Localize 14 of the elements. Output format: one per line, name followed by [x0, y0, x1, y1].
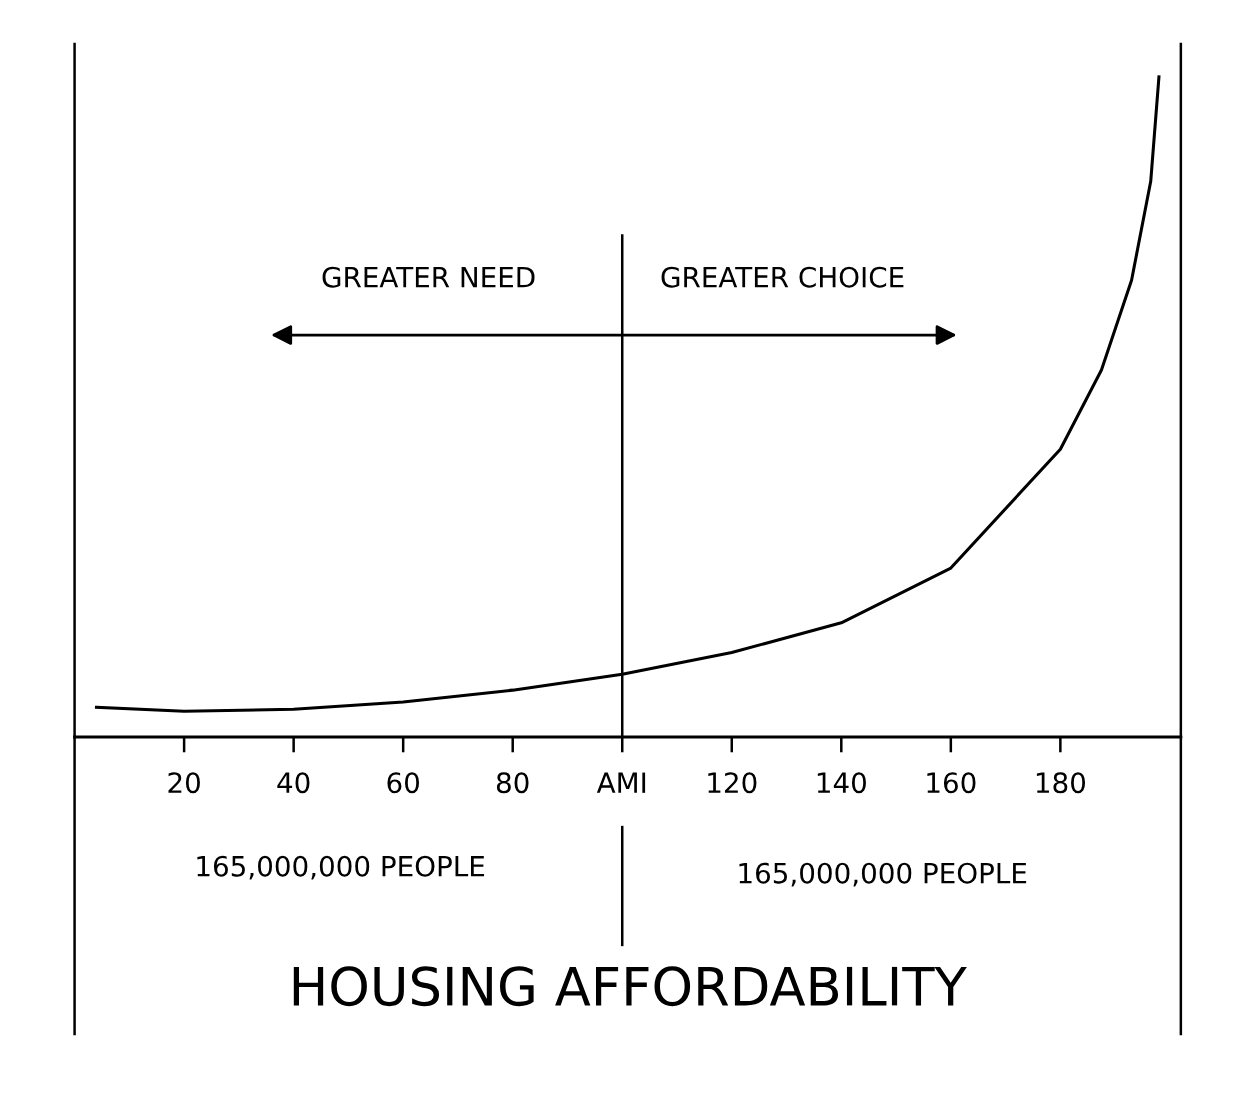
x-tick-label: 160 [927, 772, 976, 794]
annotation: GREATER NEED [322, 266, 535, 288]
x-tick-label: 80 [496, 772, 529, 794]
x-tick-label: 20 [168, 772, 200, 794]
text: 165,000,000 PEOPLE [739, 862, 1027, 887]
annotation: GREATER CHOICE [661, 266, 904, 288]
x-tick-label: 120 [708, 772, 757, 794]
x-tick-label: 180 [1036, 772, 1086, 794]
x-axis-title: HOUSING AFFORDABILITY [293, 966, 967, 1007]
text: 165,000,000 PEOPLE [197, 855, 485, 880]
x-tick-label: 60 [387, 772, 419, 794]
x-tick-label: 140 [817, 772, 866, 794]
x-tick-label: AMI [596, 772, 646, 793]
x-tick-label: 40 [277, 772, 310, 794]
